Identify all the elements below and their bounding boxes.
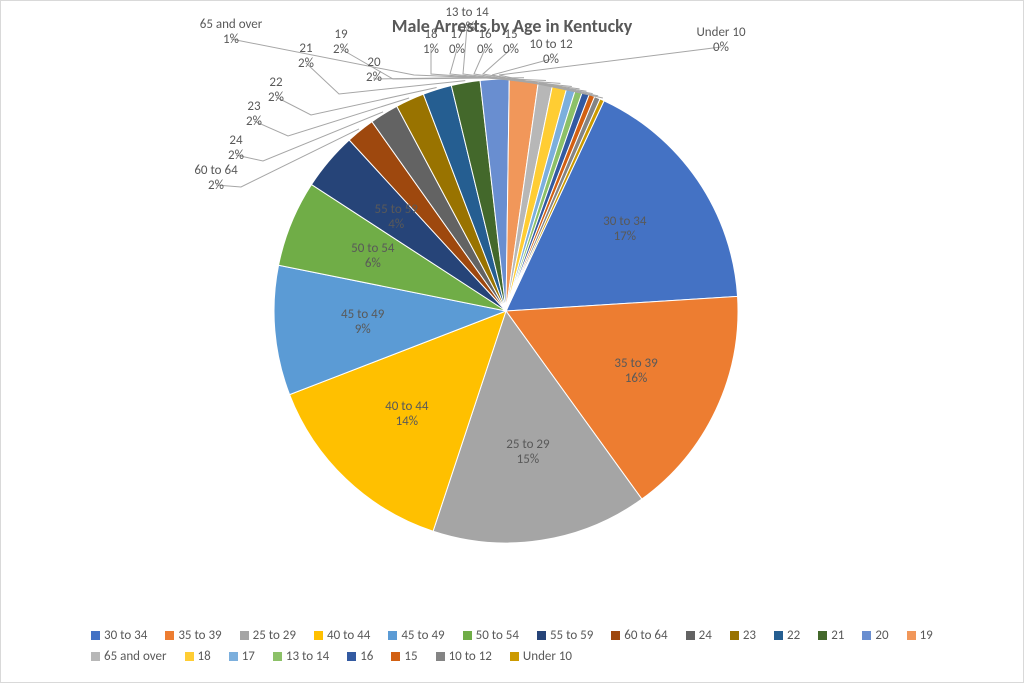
legend-swatch: [388, 631, 397, 640]
legend-label: 24: [699, 628, 712, 643]
slice-label: 50 to 546%: [351, 242, 394, 272]
legend-item: 19: [907, 628, 933, 643]
slice-label: 60 to 642%: [194, 164, 237, 194]
legend-label: 65 and over: [104, 649, 167, 664]
legend-item: 15: [391, 649, 417, 664]
legend-label: 40 to 44: [327, 628, 370, 643]
legend-item: 30 to 34: [91, 628, 147, 643]
legend-swatch: [862, 631, 871, 640]
legend-swatch: [185, 652, 194, 661]
legend-item: 55 to 59: [537, 628, 593, 643]
legend-item: 23: [730, 628, 756, 643]
legend-swatch: [818, 631, 827, 640]
legend: 30 to 34 35 to 39 25 to 29 40 to 44 45 to 49…: [91, 628, 941, 664]
legend-label: 23: [743, 628, 756, 643]
slice-label: 10 to 120%: [529, 38, 572, 68]
legend-item: 22: [774, 628, 800, 643]
legend-label: 30 to 34: [104, 628, 147, 643]
slice-label: 222%: [268, 76, 284, 106]
legend-swatch: [240, 631, 249, 640]
legend-item: 13 to 14: [273, 649, 329, 664]
legend-label: 45 to 49: [401, 628, 444, 643]
pie-wrap: 30 to 3417% 35 to 3916% 25 to 2915% 40 to 4…: [1, 1, 1024, 601]
slice-label: 45 to 499%: [341, 308, 384, 338]
legend-item: 60 to 64: [611, 628, 667, 643]
slice-label: 30 to 3417%: [603, 215, 646, 245]
legend-label: 21: [831, 628, 844, 643]
legend-label: Under 10: [523, 649, 572, 664]
slice-label: 35 to 3916%: [614, 357, 657, 387]
legend-item: 21: [818, 628, 844, 643]
chart-title: Male Arrests by Age in Kentucky: [1, 15, 1023, 37]
slice-label: 55 to 594%: [375, 203, 418, 233]
legend-swatch: [463, 631, 472, 640]
legend-swatch: [391, 652, 400, 661]
legend-swatch: [510, 652, 519, 661]
legend-swatch: [165, 631, 174, 640]
legend-label: 20: [875, 628, 888, 643]
legend-swatch: [537, 631, 546, 640]
legend-swatch: [686, 631, 695, 640]
legend-item: 45 to 49: [388, 628, 444, 643]
legend-label: 60 to 64: [624, 628, 667, 643]
legend-swatch: [774, 631, 783, 640]
legend-label: 25 to 29: [253, 628, 296, 643]
slice-label: 202%: [366, 56, 382, 86]
legend-swatch: [229, 652, 238, 661]
legend-label: 50 to 54: [476, 628, 519, 643]
legend-item: Under 10: [510, 649, 572, 664]
legend-item: 10 to 12: [436, 649, 492, 664]
legend-label: 16: [360, 649, 373, 664]
legend-item: 17: [229, 649, 255, 664]
legend-item: 40 to 44: [314, 628, 370, 643]
legend-swatch: [907, 631, 916, 640]
legend-label: 10 to 12: [449, 649, 492, 664]
legend-item: 20: [862, 628, 888, 643]
legend-label: 17: [242, 649, 255, 664]
legend-item: 25 to 29: [240, 628, 296, 643]
legend-swatch: [730, 631, 739, 640]
slice-label: 40 to 4414%: [385, 400, 428, 430]
slice-label: 212%: [298, 42, 314, 72]
legend-swatch: [314, 631, 323, 640]
pie-svg: [1, 1, 1024, 601]
legend-label: 15: [404, 649, 417, 664]
slice-label: 232%: [246, 100, 262, 130]
legend-swatch: [611, 631, 620, 640]
legend-label: 55 to 59: [550, 628, 593, 643]
legend-label: 22: [787, 628, 800, 643]
legend-swatch: [91, 652, 100, 661]
legend-item: 50 to 54: [463, 628, 519, 643]
legend-swatch: [273, 652, 282, 661]
legend-label: 18: [198, 649, 211, 664]
legend-swatch: [91, 631, 100, 640]
legend-label: 19: [920, 628, 933, 643]
legend-label: 35 to 39: [178, 628, 221, 643]
legend-item: 35 to 39: [165, 628, 221, 643]
slice-label: 242%: [228, 134, 244, 164]
legend-item: 24: [686, 628, 712, 643]
legend-item: 65 and over: [91, 649, 167, 664]
legend-swatch: [347, 652, 356, 661]
slice-label: 25 to 2915%: [506, 438, 549, 468]
legend-item: 18: [185, 649, 211, 664]
legend-item: 16: [347, 649, 373, 664]
legend-swatch: [436, 652, 445, 661]
chart-container: Male Arrests by Age in Kentucky 30 to 34…: [0, 0, 1024, 683]
legend-label: 13 to 14: [286, 649, 329, 664]
